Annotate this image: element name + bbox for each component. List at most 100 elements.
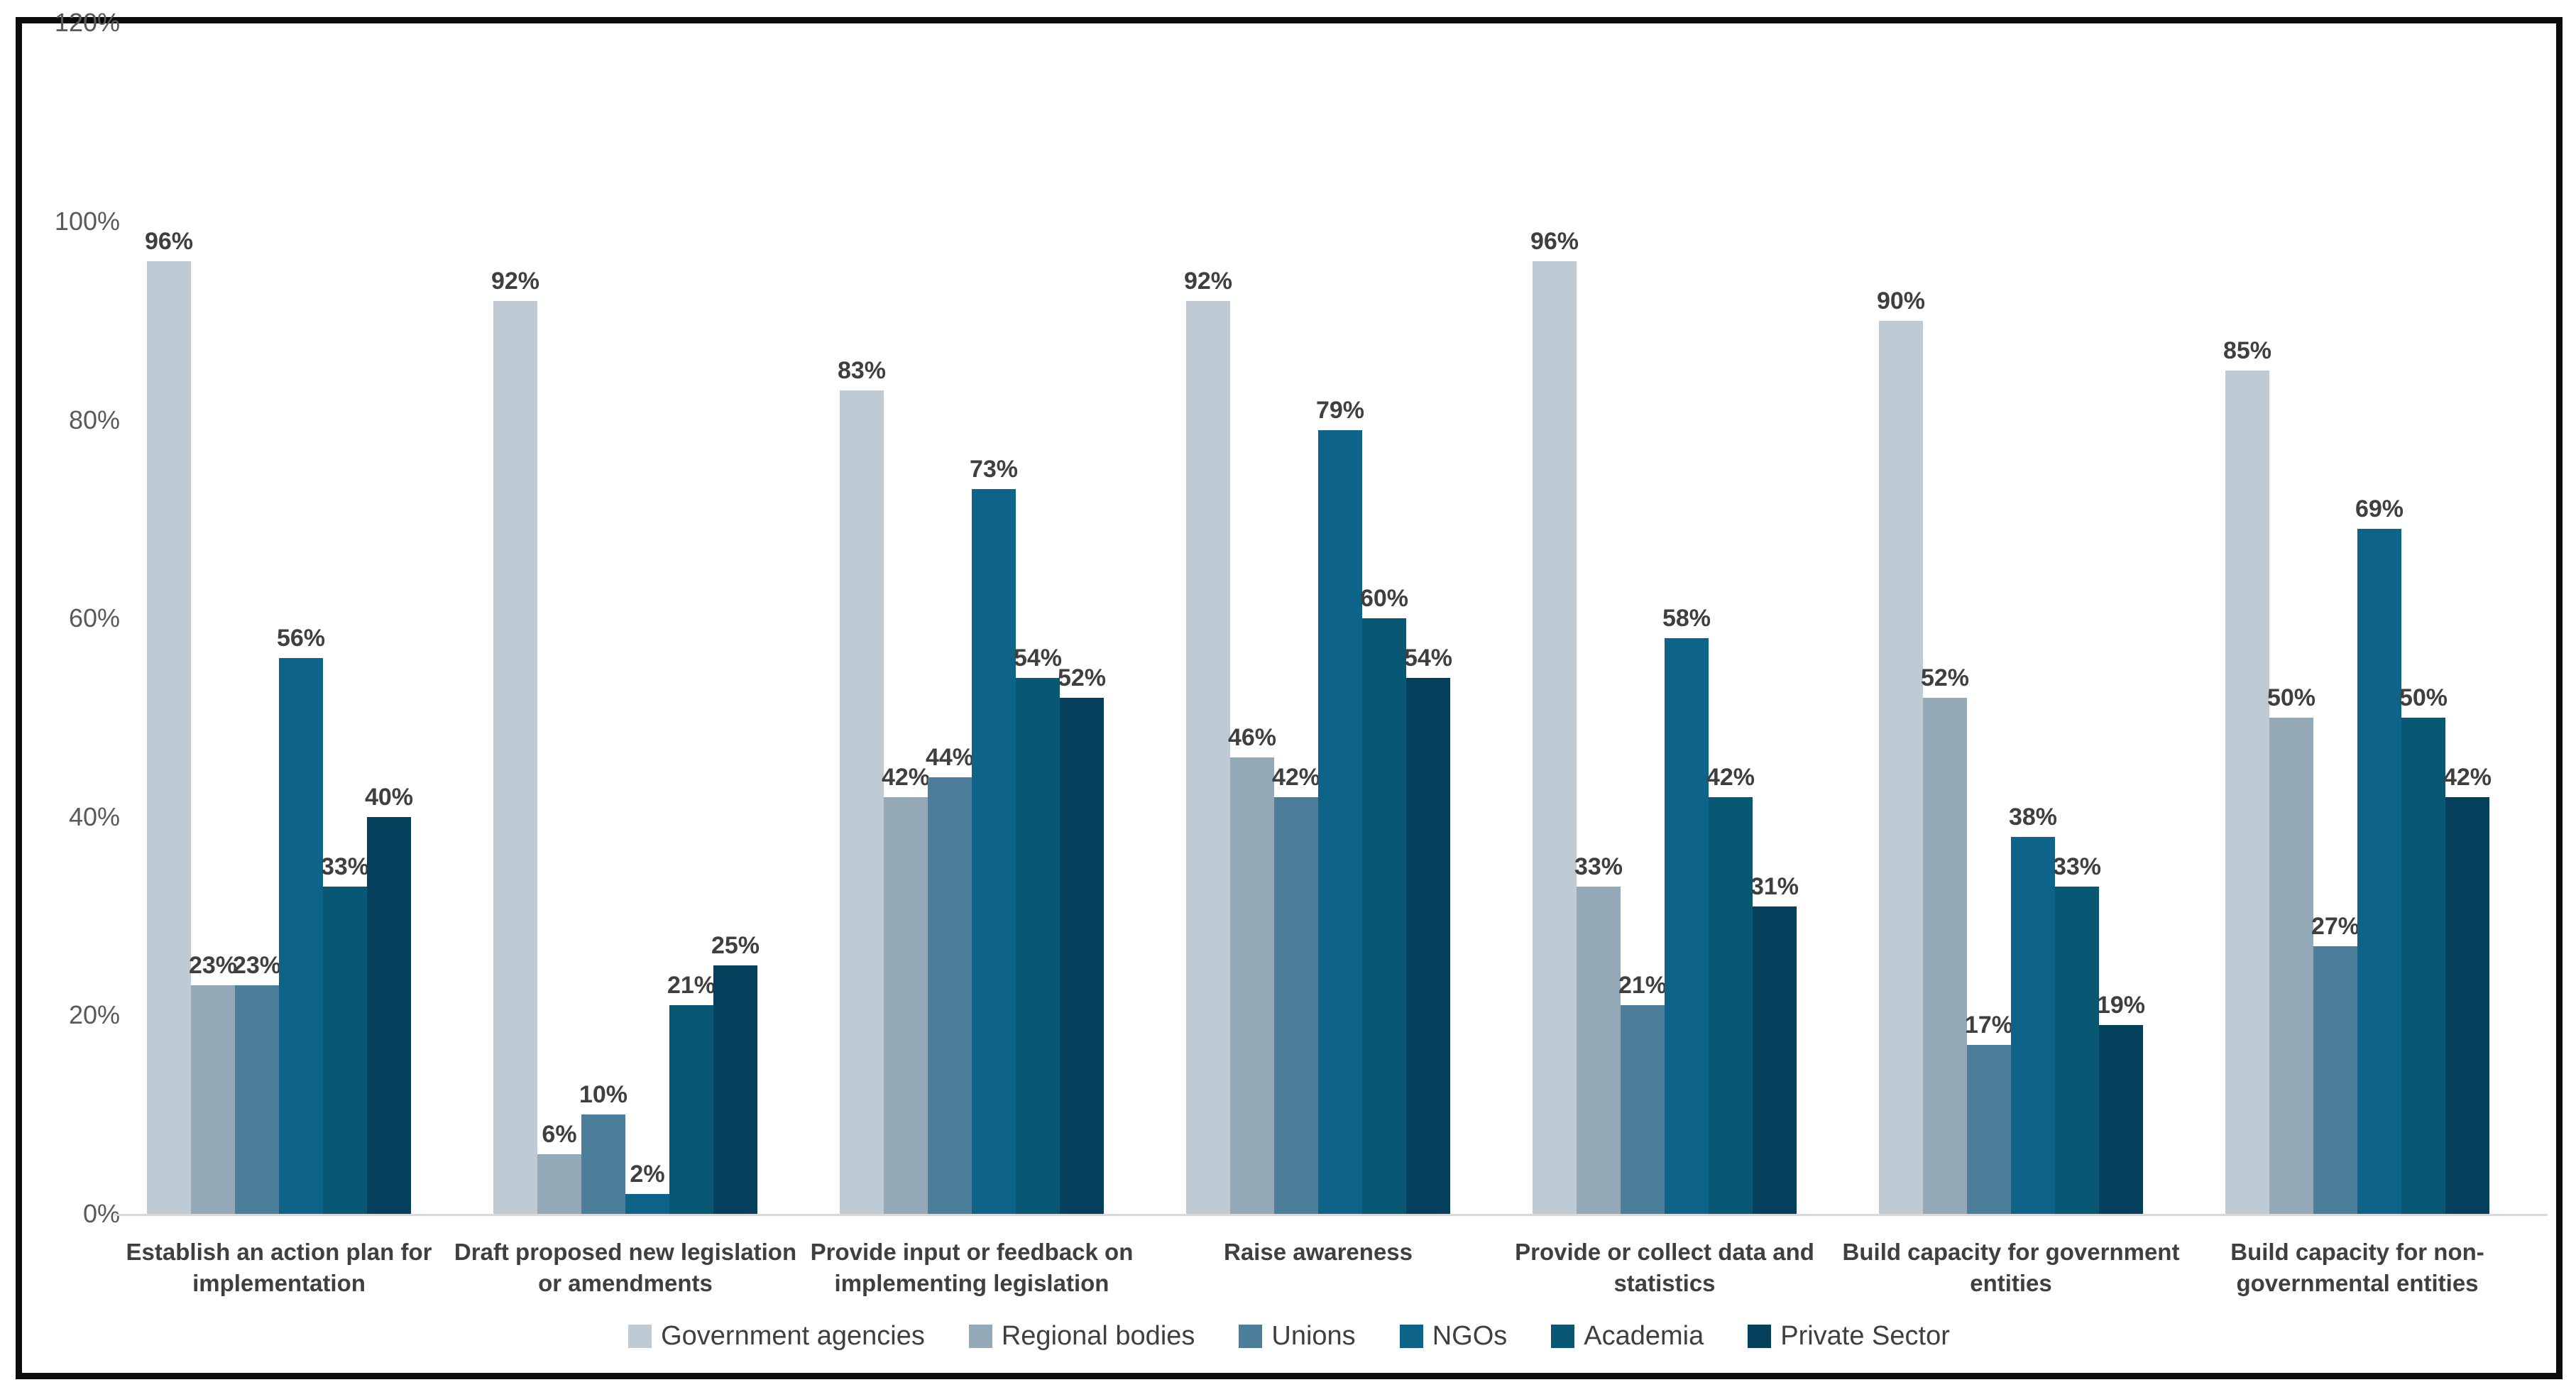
bar-value-label: 25% xyxy=(711,932,760,959)
chart-frame: 0% 20% 40% 60% 80% 100% 120% 96% 23% 23% 56% 33% 40… xyxy=(16,10,2563,1379)
bar-academia: 21% xyxy=(667,972,716,1214)
bar-group: 92% 6% 10% 2% 21% 25% xyxy=(491,268,760,1214)
bar-ngos: 56% xyxy=(277,625,325,1214)
bar-private-sector: 19% xyxy=(2097,992,2145,1214)
category-label: Build capacity for government entities xyxy=(1842,1239,2180,1297)
bar-value-label: 60% xyxy=(1359,585,1409,612)
bar-government-agencies: 85% xyxy=(2223,337,2271,1214)
bar-value-label: 92% xyxy=(1183,268,1233,295)
bar-value-label: 54% xyxy=(1013,645,1063,672)
bar-value-label: 50% xyxy=(2267,684,2316,711)
bar-unions: 42% xyxy=(1272,764,1320,1214)
bar-ngos: 38% xyxy=(2009,804,2057,1214)
bar-value-label: 19% xyxy=(2096,992,2146,1019)
bar-academia: 54% xyxy=(1014,645,1062,1214)
bar-value-label: 40% xyxy=(364,784,414,811)
bar-value-label: 33% xyxy=(2052,853,2102,880)
bar-value-label: 23% xyxy=(188,952,238,979)
bar-regional-bodies: 42% xyxy=(882,764,930,1214)
bar-value-label: 52% xyxy=(1057,664,1107,691)
bar-unions: 23% xyxy=(233,952,281,1214)
bar-unions: 17% xyxy=(1965,1012,2013,1214)
legend-swatch-icon xyxy=(1399,1325,1423,1348)
legend-item: Government agencies xyxy=(628,1321,925,1352)
bar-value-label: 42% xyxy=(881,764,931,791)
category-label: Provide or collect data and statistics xyxy=(1515,1239,1814,1297)
x-axis-line xyxy=(114,1214,2548,1216)
y-axis-tick-label: 60% xyxy=(68,603,120,633)
bar-value-label: 17% xyxy=(1964,1012,2014,1039)
legend-item: NGOs xyxy=(1399,1321,1508,1352)
legend-swatch-icon xyxy=(1551,1325,1575,1348)
bar-group: 96% 33% 21% 58% 42% 31% xyxy=(1530,228,1799,1214)
bar-ngos: 73% xyxy=(970,456,1018,1214)
bar-value-label: 46% xyxy=(1227,724,1277,751)
category-label: Provide input or feedback on implementin… xyxy=(810,1239,1134,1297)
legend-swatch-icon xyxy=(1239,1325,1263,1348)
bar-academia: 60% xyxy=(1360,585,1408,1214)
y-axis-tick-label: 20% xyxy=(68,1000,120,1030)
bar-value-label: 85% xyxy=(2223,337,2272,364)
bar-value-label: 58% xyxy=(1662,605,1711,632)
bar-regional-bodies: 52% xyxy=(1921,664,1969,1214)
bar-government-agencies: 96% xyxy=(1530,228,1579,1214)
bar-value-label: 56% xyxy=(276,625,326,652)
bar-value-label: 21% xyxy=(1618,972,1667,999)
bar-value-label: 21% xyxy=(667,972,716,999)
bar-value-label: 50% xyxy=(2399,684,2448,711)
legend-label: Private Sector xyxy=(1780,1321,1950,1351)
bar-unions: 27% xyxy=(2311,913,2359,1214)
bar-value-label: 92% xyxy=(490,268,540,295)
bar-regional-bodies: 33% xyxy=(1574,853,1623,1214)
bar-ngos: 69% xyxy=(2355,495,2404,1214)
bar-group: 83% 42% 44% 73% 54% 52% xyxy=(838,357,1106,1214)
legend-swatch-icon xyxy=(628,1325,652,1348)
bar-private-sector: 25% xyxy=(711,932,760,1214)
legend-label: NGOs xyxy=(1432,1321,1508,1351)
bar-chart: 0% 20% 40% 60% 80% 100% 120% 96% 23% 23% 56% 33% 40… xyxy=(22,10,2556,1373)
bar-ngos: 2% xyxy=(625,1161,669,1214)
bar-government-agencies: 92% xyxy=(1184,268,1232,1214)
bar-value-label: 42% xyxy=(2443,764,2492,791)
legend: Government agencies Regional bodies Unions… xyxy=(22,1321,2556,1352)
bar-ngos: 79% xyxy=(1316,397,1364,1214)
legend-swatch-icon xyxy=(1748,1325,1772,1348)
bar-private-sector: 52% xyxy=(1058,664,1106,1214)
category-axis: Establish an action plan for implementat… xyxy=(106,1237,2531,1299)
bar-value-label: 2% xyxy=(630,1161,665,1188)
bar-unions: 44% xyxy=(926,744,974,1214)
bar-value-label: 42% xyxy=(1271,764,1321,791)
bar-group: 85% 50% 27% 69% 50% 42% xyxy=(2223,337,2492,1214)
bar-private-sector: 54% xyxy=(1404,645,1452,1214)
bar-value-label: 27% xyxy=(2311,913,2360,940)
bar-unions: 21% xyxy=(1618,972,1667,1214)
bar-regional-bodies: 6% xyxy=(537,1121,581,1214)
bar-academia: 42% xyxy=(1706,764,1755,1214)
bar-value-label: 90% xyxy=(1876,287,1926,314)
y-axis-tick-label: 80% xyxy=(68,405,120,434)
bar-regional-bodies: 23% xyxy=(189,952,237,1214)
category-label: Build capacity for non-governmental enti… xyxy=(2230,1239,2484,1297)
bar-value-label: 42% xyxy=(1706,764,1755,791)
legend-label: Academia xyxy=(1584,1321,1704,1351)
legend-item: Regional bodies xyxy=(968,1321,1195,1352)
bar-value-label: 44% xyxy=(925,744,975,771)
bar-unions: 10% xyxy=(579,1081,627,1214)
bar-group: 92% 46% 42% 79% 60% 54% xyxy=(1184,268,1452,1214)
bar-value-label: 96% xyxy=(144,228,194,255)
legend-item: Academia xyxy=(1551,1321,1704,1352)
bar-private-sector: 31% xyxy=(1750,873,1799,1214)
bar-government-agencies: 92% xyxy=(491,268,539,1214)
bar-academia: 33% xyxy=(321,853,369,1214)
legend-label: Government agencies xyxy=(661,1321,925,1351)
bar-government-agencies: 90% xyxy=(1877,287,1925,1214)
bar-value-label: 54% xyxy=(1403,645,1453,672)
bar-value-label: 96% xyxy=(1530,228,1579,255)
bar-ngos: 58% xyxy=(1662,605,1711,1214)
bar-value-label: 6% xyxy=(542,1121,577,1148)
plot-area: 96% 23% 23% 56% 33% 40% 92% 6% 10% 2% 21% 25% 83% 42%… xyxy=(144,23,2492,1214)
legend-swatch-icon xyxy=(968,1325,992,1348)
bar-value-label: 73% xyxy=(969,456,1019,483)
bar-private-sector: 42% xyxy=(2443,764,2492,1214)
legend-item: Unions xyxy=(1239,1321,1356,1352)
